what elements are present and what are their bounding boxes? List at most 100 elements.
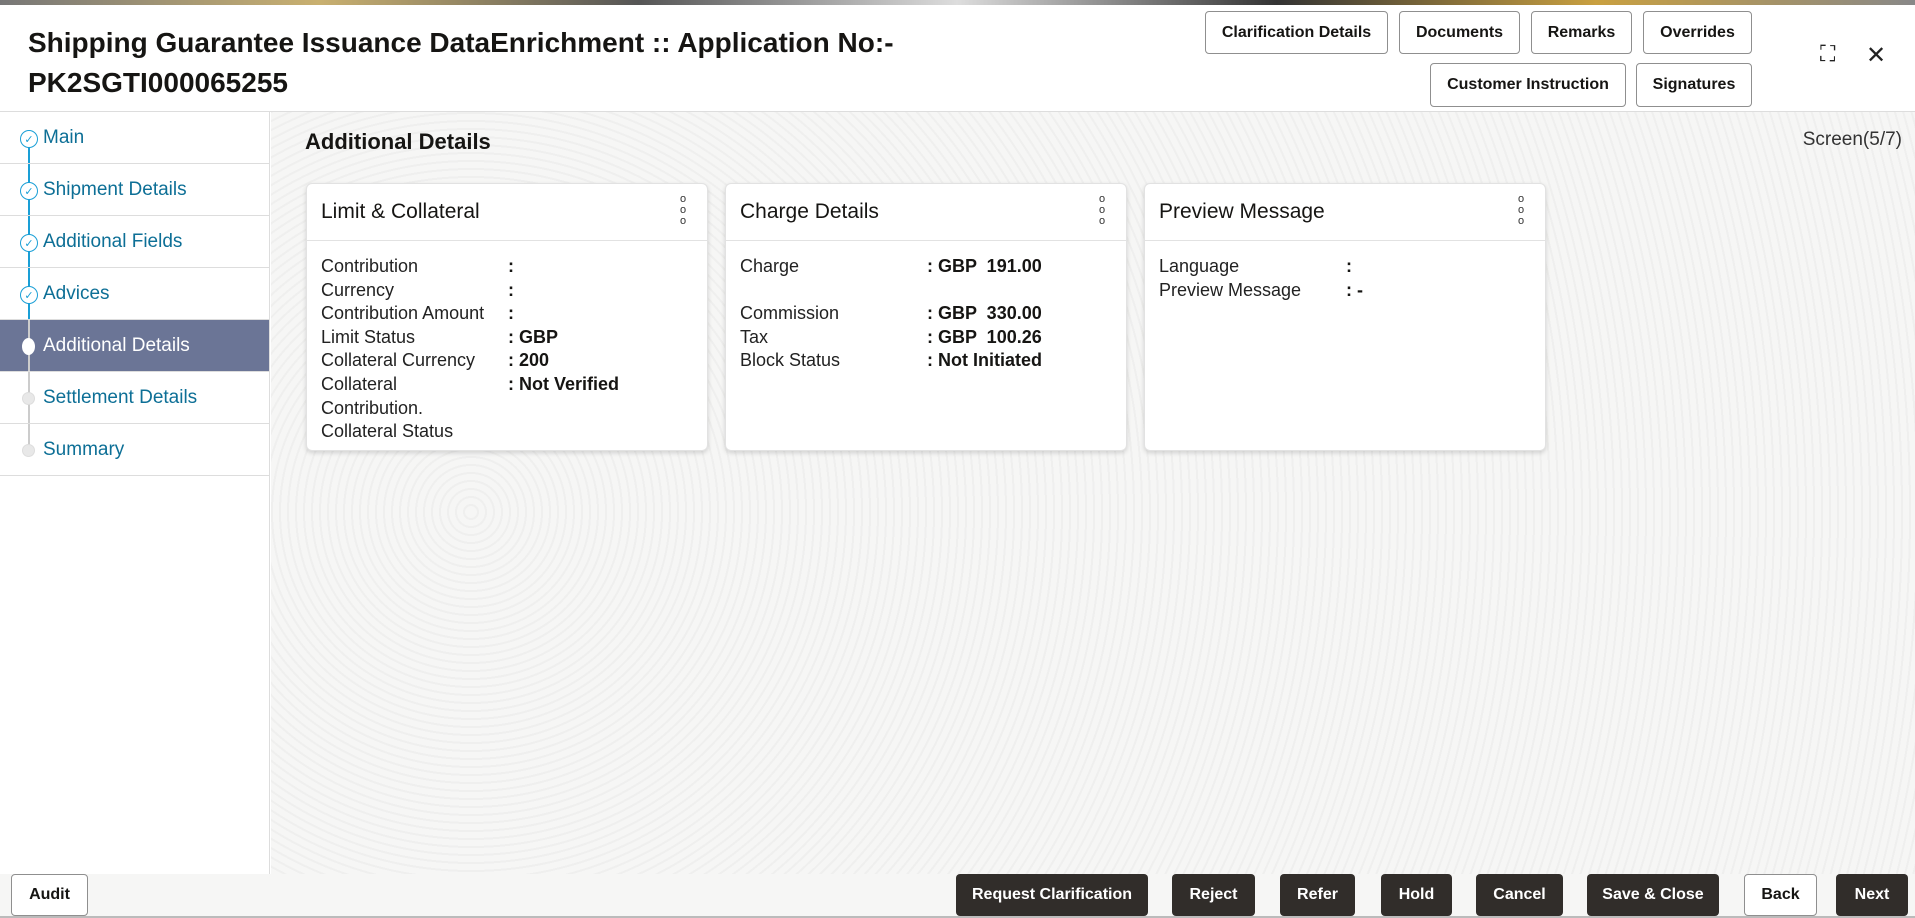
footer-action-bar: Audit Request Clarification Reject Refer…	[0, 874, 1915, 918]
field-row: Collateral Currency : 200	[321, 349, 693, 373]
close-icon[interactable]: ✕	[1866, 42, 1887, 69]
field-label: Block Status	[740, 350, 841, 371]
sidebar-item-label: Shipment Details	[43, 178, 187, 200]
field-row: Collateral : Not Verified	[321, 373, 693, 397]
documents-button[interactable]: Documents	[1399, 11, 1520, 54]
customer-instruction-button[interactable]: Customer Instruction	[1430, 63, 1626, 107]
sidebar-item-shipment-details[interactable]: ✓ Shipment Details	[0, 164, 269, 216]
field-row: Collateral Status	[321, 420, 693, 444]
sidebar-item-summary[interactable]: Summary	[0, 424, 269, 476]
check-icon: ✓	[20, 286, 38, 304]
field-row: Contribution:	[321, 255, 693, 279]
title-line-1: Shipping Guarantee Issuance DataEnrichme…	[28, 27, 894, 58]
sidebar-item-additional-fields[interactable]: ✓ Additional Fields	[0, 216, 269, 268]
check-icon: ✓	[20, 234, 38, 252]
section-title: Additional Details	[305, 129, 491, 154]
field-value: : GBP	[508, 326, 559, 347]
pending-step-icon	[22, 444, 35, 457]
sidebar-item-additional-details[interactable]: Additional Details	[0, 320, 269, 372]
remarks-button[interactable]: Remarks	[1531, 11, 1632, 54]
sidebar-item-main[interactable]: ✓ Main	[0, 112, 269, 164]
cancel-button[interactable]: Cancel	[1476, 874, 1563, 916]
top-banner-strip	[0, 0, 1915, 5]
page-title: Shipping Guarantee Issuance DataEnrichme…	[28, 23, 894, 103]
card-title: Charge Details	[740, 200, 879, 223]
field-label: Commission	[740, 303, 840, 324]
card-title: Limit & Collateral	[321, 200, 480, 223]
field-value: : Not Verified	[508, 373, 620, 394]
field-value: :	[508, 279, 514, 300]
sidebar-item-label: Additional Details	[43, 334, 190, 356]
field-row: Contribution.	[321, 397, 693, 421]
field-row: Commission : GBP 330.00	[740, 302, 1112, 326]
field-row: Block Status : Not Initiated	[740, 349, 1112, 373]
field-label: Preview Message	[1159, 279, 1302, 300]
current-step-icon	[22, 338, 35, 355]
sidebar-item-label: Advices	[43, 282, 110, 304]
sidebar-item-advices[interactable]: ✓ Advices	[0, 268, 269, 320]
overrides-button[interactable]: Overrides	[1643, 11, 1752, 54]
field-label: Tax	[740, 326, 769, 347]
sidebar: ✓ Main ✓ Shipment Details ✓ Additional Fiel…	[0, 112, 270, 874]
field-value: : GBP 100.26	[927, 326, 1042, 347]
application-number: PK2SGTI000065255	[28, 67, 288, 98]
sidebar-item-label: Main	[43, 126, 85, 148]
field-value: : GBP 191.00	[927, 256, 1042, 276]
header: Shipping Guarantee Issuance DataEnrichme…	[0, 5, 1915, 112]
sidebar-item-label: Summary	[43, 438, 125, 460]
screen-indicator: Screen(5/7)	[1802, 129, 1902, 150]
signatures-button[interactable]: Signatures	[1636, 63, 1752, 107]
field-row: Language:	[1159, 255, 1531, 279]
field-label: Currency	[321, 279, 395, 300]
step-line	[28, 138, 30, 163]
refer-button[interactable]: Refer	[1280, 874, 1355, 916]
field-value: :	[508, 303, 514, 324]
field-label: Contribution	[321, 256, 419, 276]
limit-collateral-card: Limit & Collateral o o o Contribution: Curre…	[306, 183, 708, 451]
check-icon: ✓	[20, 130, 38, 148]
clarification-details-button[interactable]: Clarification Details	[1205, 11, 1388, 54]
field-row: Preview Message : -	[1159, 279, 1531, 303]
field-label: Collateral Currency	[321, 350, 476, 371]
field-value: :	[1346, 256, 1352, 276]
field-row: Currency:	[321, 279, 693, 303]
minimize-icon[interactable]: ⛶	[1820, 41, 1836, 66]
preview-message-card: Preview Message o o o Language: Preview Mess…	[1144, 183, 1546, 451]
field-value: : -	[1346, 279, 1363, 300]
audit-button[interactable]: Audit	[11, 874, 88, 916]
field-row: Contribution Amount:	[321, 302, 693, 326]
field-label: Collateral Status	[321, 421, 454, 442]
main-content: Additional Details Screen(5/7) Limit & C…	[271, 112, 1915, 874]
reject-button[interactable]: Reject	[1172, 874, 1255, 916]
save-close-button[interactable]: Save & Close	[1587, 874, 1719, 916]
field-label: Charge	[740, 256, 800, 276]
pending-step-icon	[22, 392, 35, 405]
field-label: Collateral	[321, 373, 398, 394]
field-label: Language	[1159, 256, 1240, 276]
sidebar-item-label: Settlement Details	[43, 386, 198, 408]
field-row: Limit Status : GBP	[321, 326, 693, 350]
hold-button[interactable]: Hold	[1381, 874, 1452, 916]
back-button[interactable]: Back	[1744, 874, 1817, 916]
sidebar-item-label: Additional Fields	[43, 230, 183, 252]
check-icon: ✓	[20, 182, 38, 200]
field-label: Contribution Amount	[321, 303, 485, 324]
field-row: Charge : GBP 191.00	[740, 255, 1112, 279]
step-line	[28, 424, 30, 449]
request-clarification-button[interactable]: Request Clarification	[956, 874, 1148, 916]
field-label: Limit Status	[321, 326, 416, 347]
card-title: Preview Message	[1159, 200, 1325, 223]
field-value: : GBP 330.00	[927, 303, 1042, 324]
charge-details-card: Charge Details o o o Charge : GBP 191.00 Comm…	[725, 183, 1127, 451]
field-value: :	[508, 256, 514, 276]
field-label: Contribution.	[321, 397, 424, 418]
next-button[interactable]: Next	[1836, 874, 1908, 916]
field-value: : 200	[508, 350, 550, 371]
sidebar-item-settlement-details[interactable]: Settlement Details	[0, 372, 269, 424]
row-gap	[740, 279, 1112, 303]
field-value: : Not Initiated	[927, 350, 1042, 371]
field-row: Tax : GBP 100.26	[740, 326, 1112, 350]
